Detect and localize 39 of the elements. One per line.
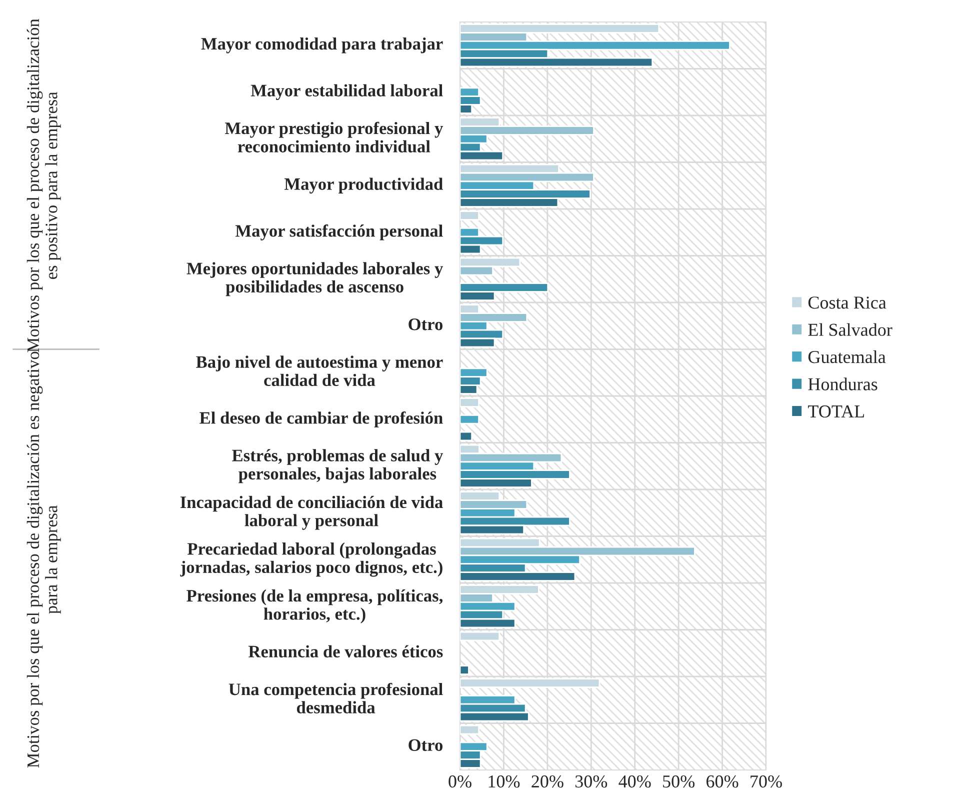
bar [460, 398, 480, 408]
y-tick-label: Precariedad laboral (prolongadas jornadas, salarios poco dignos, etc.) [180, 542, 442, 577]
legend-label: Guatemala [808, 350, 886, 364]
bar [460, 210, 480, 220]
y-tick-label: Mejores oportunidades laborales y posibilidades de ascenso [186, 262, 443, 296]
text: Motivos por los que el proceso de digitalización es negativo para la empresa [26, 352, 61, 768]
y-tick-label: Otro [408, 318, 443, 330]
y-tick-label: Estrés, problemas de salud y personales, bajas laborales [232, 449, 443, 484]
x-tick-label: 10% [488, 775, 520, 788]
legend-label: El Salvador [808, 323, 892, 336]
bar [460, 724, 480, 735]
y-tick-label: Mayor productividad [284, 178, 443, 194]
x-tick-label: 50% [663, 775, 695, 788]
y-tick-label: Mayor satisfacción personal [235, 224, 443, 240]
x-tick-label: 30% [575, 775, 608, 788]
y-tick-label: Una competencia profesional desmedida [228, 682, 443, 714]
bar [460, 414, 480, 424]
bar [460, 631, 500, 642]
y-tick-label: Incapacidad de conciliación de vida laboral y personal [180, 496, 443, 530]
legend-label: TOTAL [808, 405, 864, 418]
y-tick-label: Mayor prestigio profesional y reconocimiento individual [224, 122, 443, 152]
legend-label: Honduras [808, 378, 878, 390]
x-tick-label: 70% [750, 775, 782, 788]
bar [460, 665, 470, 675]
x-tick-label: 20% [532, 775, 564, 788]
bar [460, 678, 600, 688]
x-tick-label: 40% [618, 775, 651, 788]
y-tick-label: Mayor comodidad para trabajar [201, 37, 443, 54]
text: Motivos por los que el proceso de digitalización es positivo para la empresa [26, 18, 61, 352]
y-tick-label: El deseo de cambiar de profesión [200, 411, 443, 428]
y-tick-label: Bajo nivel de autoestima y menor calidad de vida [196, 356, 443, 386]
y-tick-label: Mayor estabilidad laboral [250, 84, 443, 100]
x-tick-label: 60% [706, 775, 738, 788]
y-tick-label: Presiones (de la empresa, políticas, horarios, etc.) [186, 589, 443, 624]
x-tick-label: 0% [448, 775, 472, 788]
legend-label: Costa Rica [808, 296, 886, 309]
y-tick-label: Renuncia de valores éticos [248, 645, 443, 658]
y-tick-label: Otro [408, 739, 443, 751]
bar [460, 431, 472, 442]
